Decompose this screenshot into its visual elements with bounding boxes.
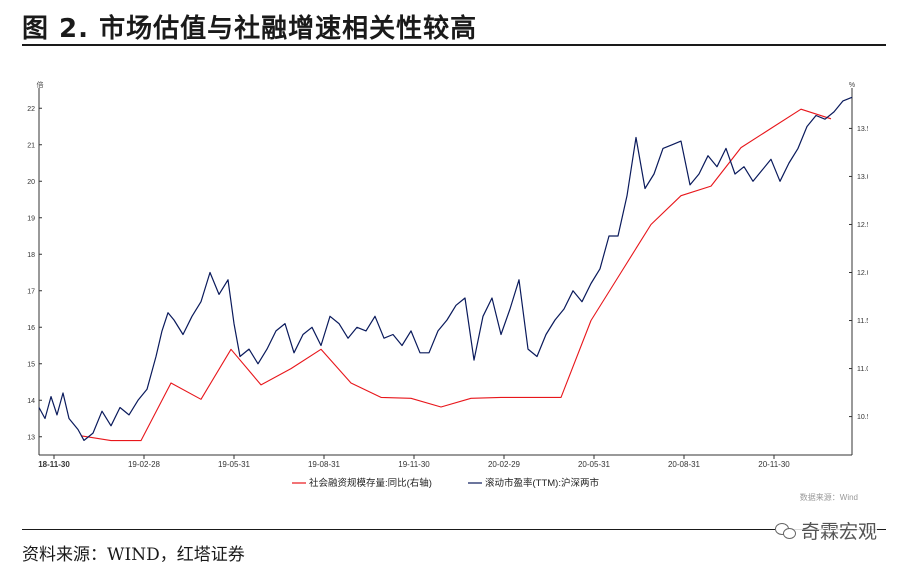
right-tick-label: 12.5	[857, 222, 868, 229]
legend-social-financing: 社会融资规模存量:同比(右轴)	[292, 477, 432, 489]
right-tick-label: 11.5	[857, 318, 868, 325]
watermark-text: 奇霖宏观	[801, 521, 878, 543]
wechat-icon	[775, 522, 797, 539]
left-tick-label: 13	[27, 434, 35, 441]
x-tick-label: 20-02-29	[488, 460, 521, 469]
x-tick-label: 19-08-31	[308, 460, 341, 469]
x-tick-label: 20-11-30	[758, 460, 790, 469]
social-financing-line	[80, 108, 832, 442]
left-tick-label: 20	[27, 179, 35, 186]
x-tick-label: 19-02-28	[128, 460, 161, 469]
left-axis-unit: 倍	[37, 80, 44, 89]
right-tick-label: 10.5	[857, 414, 868, 421]
legend-label: 社会融资规模存量:同比(右轴)	[309, 477, 432, 489]
left-tick-label: 16	[27, 325, 35, 332]
source-rule	[22, 529, 886, 530]
left-tick-label: 19	[27, 215, 35, 222]
right-tick-label: 13.5	[857, 126, 868, 133]
right-tick-label: 11.0	[857, 366, 868, 373]
right-tick-label: 12.0	[857, 270, 868, 277]
x-tick-label: 20-08-31	[668, 460, 701, 469]
figure-title: 图 2. 市场估值与社融增速相关性较高	[22, 14, 478, 44]
chart: 倍% 13 14 15 16 17 18 19 20 21 22 10.5 11.0 11.5 12.0 12…	[27, 80, 868, 502]
x-tick-label: 19-11-30	[398, 460, 430, 469]
left-tick-label: 17	[27, 288, 35, 295]
left-tick-label: 14	[27, 398, 35, 405]
left-tick-label: 15	[27, 361, 35, 368]
pe-ttm-line	[38, 96, 853, 441]
x-tick-label: 18-11-30	[38, 460, 70, 469]
x-tick-label: 20-05-31	[578, 460, 611, 469]
left-tick-label: 22	[27, 106, 35, 113]
title-rule	[22, 44, 886, 46]
source-note: 资料来源：WIND，红塔证券	[22, 545, 245, 565]
left-tick-label: 21	[27, 142, 35, 149]
chart-source-note: 数据来源：Wind	[800, 492, 858, 502]
right-axis-unit: %	[849, 82, 855, 89]
x-tick-label: 19-05-31	[218, 460, 251, 469]
watermark: 奇霖宏观	[775, 517, 878, 544]
legend-label: 滚动市盈率(TTM):沪深两市	[485, 477, 599, 489]
left-tick-label: 18	[27, 252, 35, 259]
right-tick-label: 13.0	[857, 174, 868, 181]
legend-pe-ttm: 滚动市盈率(TTM):沪深两市	[468, 477, 599, 489]
